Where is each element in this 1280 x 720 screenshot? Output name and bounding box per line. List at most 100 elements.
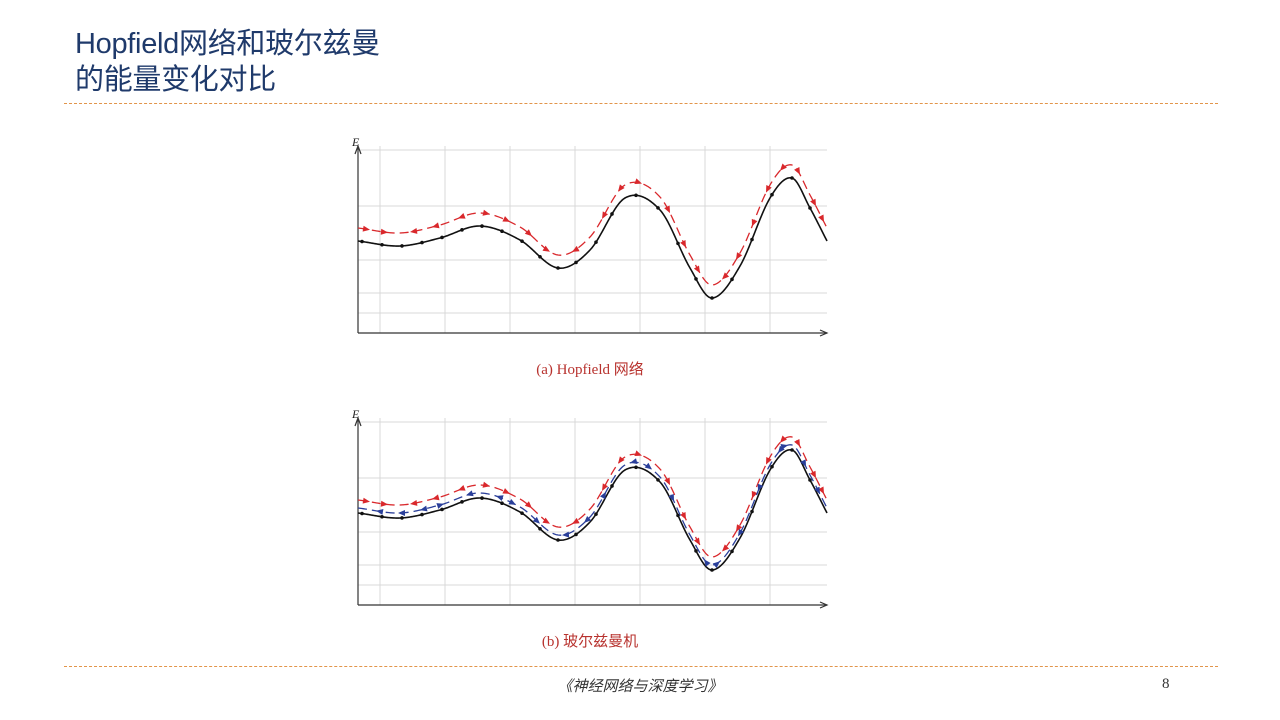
energy-axis-label: E <box>351 407 360 421</box>
blue-arrow-trajectory-arrowhead <box>398 510 405 516</box>
state-dot <box>574 532 578 537</box>
red-arrow-trajectory-arrowhead <box>794 439 800 447</box>
red-arrow-trajectory-arrowhead <box>751 218 758 227</box>
blue-arrow-trajectory-arrowhead <box>644 462 652 470</box>
blue-arrow-trajectory-arrowhead <box>712 561 720 569</box>
state-dot <box>710 568 714 572</box>
red-arrow-trajectory-arrowhead <box>693 265 700 274</box>
red-arrow-trajectory-arrowhead <box>766 457 772 465</box>
red-arrow-trajectory-arrowhead <box>502 488 510 494</box>
state-dot <box>380 514 384 519</box>
state-dot <box>420 240 424 245</box>
red-arrow-trajectory-arrowhead <box>810 470 816 479</box>
red-arrow-trajectory-arrowhead <box>458 213 466 219</box>
state-dot <box>710 296 714 300</box>
blue-arrow-trajectory-arrowhead <box>436 503 444 509</box>
red-arrow-trajectory-arrowhead <box>722 272 730 280</box>
state-dot <box>634 465 638 470</box>
x-axis-arrowhead <box>819 329 829 337</box>
state-dot <box>594 240 598 244</box>
state-dot <box>770 192 774 197</box>
red-arrow-trajectory-arrowhead <box>410 228 418 234</box>
x-axis-arrowhead <box>819 601 829 609</box>
state-dot <box>634 193 638 198</box>
blue-arrow-trajectory-arrowhead <box>584 516 592 523</box>
energy-axis-label: E <box>351 135 360 149</box>
state-dot <box>460 228 464 232</box>
state-dot <box>656 206 660 210</box>
caption-hopfield: (a) Hopfield 网络 <box>536 362 644 378</box>
state-dot <box>360 239 364 244</box>
blue-arrow-trajectory-arrowhead <box>704 559 711 567</box>
red-arrow-trajectory-arrowhead <box>680 512 686 520</box>
red-arrow-trajectory-arrowhead <box>618 456 625 464</box>
state-dot <box>808 206 812 210</box>
state-dot <box>694 277 698 281</box>
state-dot <box>770 464 774 469</box>
state-dot <box>556 266 560 270</box>
state-dot <box>520 239 524 243</box>
red-arrow-trajectory-arrowhead <box>410 500 418 506</box>
state-dot <box>480 224 484 228</box>
header-divider <box>64 103 1218 104</box>
red-arrow-trajectory-arrowhead <box>794 167 800 175</box>
state-dot <box>460 500 464 504</box>
state-dot <box>610 212 614 216</box>
red-arrow-trajectory-arrowhead <box>634 178 642 184</box>
red-arrow-trajectory-arrowhead <box>482 209 490 216</box>
state-dot <box>790 176 794 180</box>
red-arrow-trajectory-dashed-path <box>357 436 828 558</box>
state-dot <box>440 235 444 240</box>
caption-boltzmann: (b) 玻尔兹曼机 <box>541 634 639 650</box>
red-arrow-trajectory <box>357 435 828 558</box>
blue-arrow-trajectory-arrowhead <box>800 459 806 467</box>
red-arrow-trajectory-arrowhead <box>722 544 730 552</box>
state-dot <box>790 448 794 452</box>
red-arrow-trajectory-dashed-path <box>357 164 828 286</box>
boltzmann-energy-figure: E <box>351 407 829 609</box>
state-dot <box>556 538 560 542</box>
red-arrow-trajectory-arrowhead <box>502 216 510 222</box>
state-dot <box>676 513 680 518</box>
red-arrow-trajectory-arrowhead <box>524 501 532 509</box>
blue-arrow-trajectory-arrowhead <box>757 483 764 492</box>
red-arrow-trajectory-arrowhead <box>602 483 608 491</box>
red-arrow-trajectory-arrowhead <box>751 490 758 499</box>
energy-curve <box>357 448 828 571</box>
title-line-2: 的能量变化对比 <box>75 64 276 96</box>
y-axis-arrowhead <box>354 416 362 427</box>
state-dot <box>730 549 734 554</box>
blue-arrow-trajectory-arrowhead <box>532 516 540 524</box>
red-arrow-trajectory-arrowhead <box>664 205 670 214</box>
red-arrow-trajectory-arrowhead <box>572 517 580 524</box>
red-arrow-trajectory-arrowhead <box>680 240 686 248</box>
state-dot <box>750 509 754 514</box>
red-arrow-trajectory-arrowhead <box>618 184 625 192</box>
state-dot <box>750 237 754 242</box>
blue-arrow-trajectory-arrowhead <box>496 495 504 501</box>
state-dot <box>380 242 384 247</box>
red-arrow-trajectory-arrowhead <box>482 481 490 488</box>
red-arrow-trajectory-arrowhead <box>602 211 608 219</box>
red-arrow-trajectory <box>357 163 828 286</box>
blue-arrow-trajectory-arrowhead <box>508 499 516 505</box>
blue-arrow-trajectory-arrowhead <box>630 458 638 464</box>
state-dot <box>694 549 698 553</box>
red-arrow-trajectory-arrowhead <box>380 228 388 235</box>
blue-arrow-trajectory-arrowhead <box>814 486 820 495</box>
red-arrow-trajectory-arrowhead <box>736 252 743 260</box>
red-arrow-trajectory-arrowhead <box>542 517 550 524</box>
red-arrow-trajectory-arrowhead <box>432 222 440 229</box>
state-dot <box>538 255 542 259</box>
state-dot <box>676 241 680 246</box>
red-arrow-trajectory-arrowhead <box>362 225 370 232</box>
y-axis-arrowhead <box>354 144 362 155</box>
red-arrow-trajectory-arrowhead <box>524 229 532 237</box>
state-dot <box>730 277 734 282</box>
red-arrow-trajectory-arrowhead <box>634 450 642 456</box>
red-arrow-trajectory-arrowhead <box>780 163 787 171</box>
red-arrow-trajectory-arrowhead <box>810 198 816 207</box>
blue-arrow-trajectory-arrowhead <box>420 505 428 512</box>
blue-arrow-trajectory-arrowhead <box>738 528 745 537</box>
energy-curve <box>357 176 828 299</box>
